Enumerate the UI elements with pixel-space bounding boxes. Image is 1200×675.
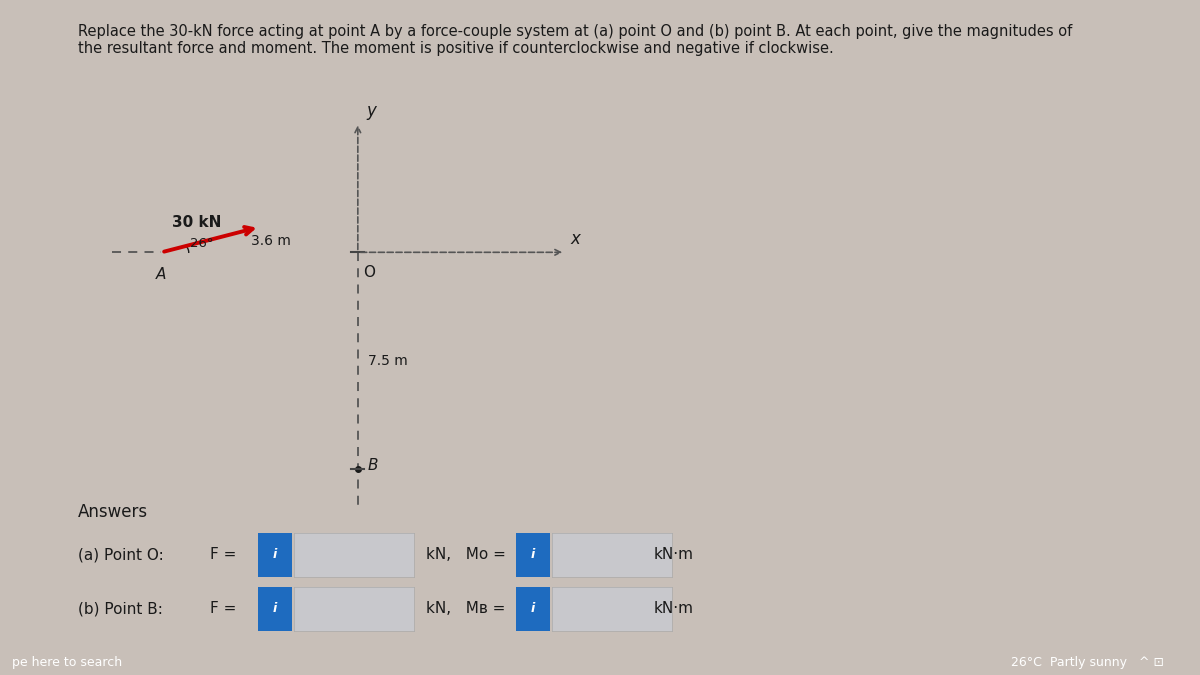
Text: y: y [366,101,376,119]
Text: 3.6 m: 3.6 m [251,234,290,248]
Text: B: B [367,458,378,473]
Text: i: i [530,602,535,616]
Text: (b) Point B:: (b) Point B: [78,601,163,616]
Text: 26°C  Partly sunny   ^ ⊡: 26°C Partly sunny ^ ⊡ [1010,655,1164,669]
Text: 30 kN: 30 kN [172,215,221,230]
Text: O: O [364,265,376,280]
Text: kN·m: kN·m [654,547,694,562]
Text: i: i [530,548,535,562]
Text: kN·m: kN·m [654,601,694,616]
Text: F =: F = [210,601,236,616]
Text: Replace the 30-kN force acting at point A by a force-couple system at (a) point : Replace the 30-kN force acting at point … [78,24,1073,56]
Text: pe here to search: pe here to search [12,655,122,669]
Text: 26°: 26° [190,238,214,250]
Text: i: i [272,602,277,616]
Text: F =: F = [210,547,236,562]
Text: kN,   Mo =: kN, Mo = [426,547,506,562]
Text: Answers: Answers [78,503,148,521]
Text: A: A [156,267,167,281]
Text: (a) Point O:: (a) Point O: [78,547,163,562]
Text: i: i [272,548,277,562]
Text: kN,   Mʙ =: kN, Mʙ = [426,601,505,616]
Text: 7.5 m: 7.5 m [367,354,407,368]
Text: x: x [570,230,581,248]
